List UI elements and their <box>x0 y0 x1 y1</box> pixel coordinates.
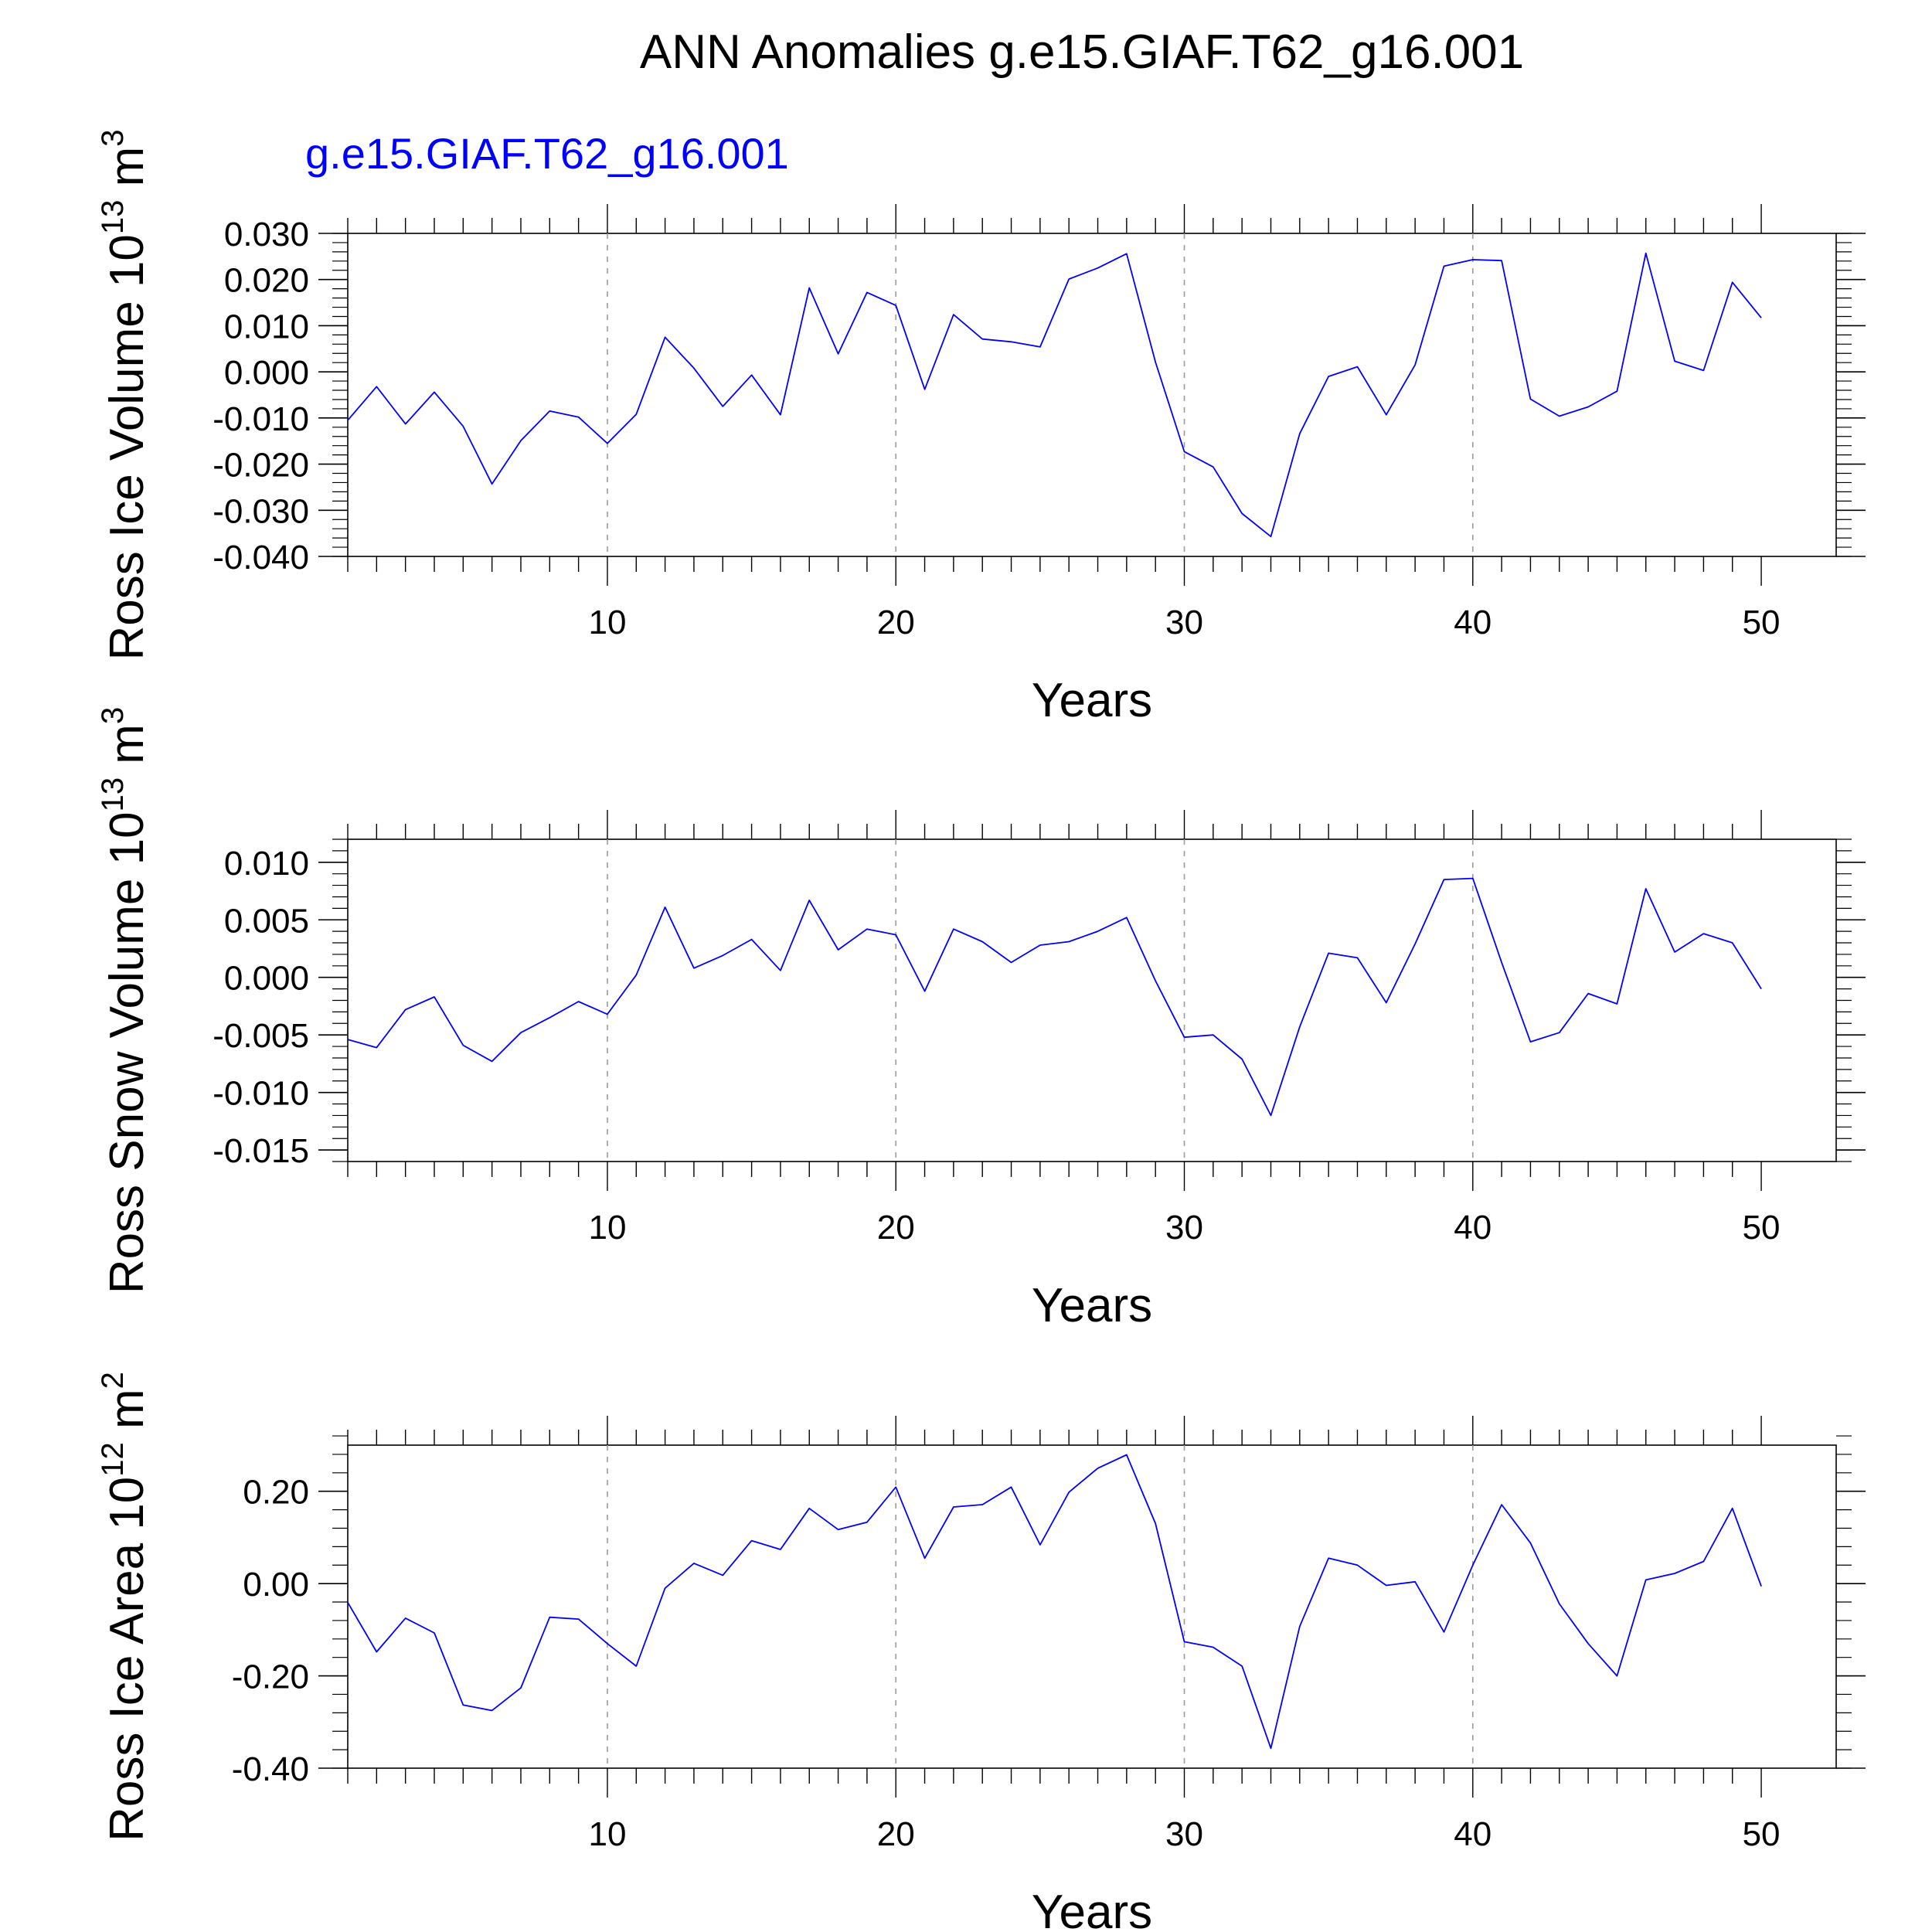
ross-ice-area-ylabel: Ross Ice Area 1012 m2 <box>96 1372 154 1842</box>
ross-snow-volume-xtick-label: 20 <box>877 1209 915 1247</box>
ross-ice-area-frame <box>347 1444 1837 1769</box>
ross-snow-volume-ytick-label: 0.000 <box>224 960 309 998</box>
ross-snow-volume-xlabel: Years <box>1032 1279 1152 1332</box>
panels: 0.030 0.020 0.010 0.000 -0.010 -0.020 -0.030 -0… <box>96 129 1866 1932</box>
ross-snow-volume-panel: 0.010 0.005 0.000 -0.005 -0.010 -0.015 10 20 30 4… <box>96 707 1866 1332</box>
ross-ice-volume-ylabel-exp: 13 <box>96 200 130 235</box>
ross-ice-volume-ylabel: Ross Ice Volume 1013 m3 <box>96 129 154 660</box>
ross-ice-area-xtick-label: 50 <box>1743 1815 1781 1853</box>
ross-ice-volume-series-line <box>347 252 1762 538</box>
ross-ice-volume-ylabel-unit-exp: 3 <box>96 129 130 146</box>
case-label: g.e15.GIAF.T62_g16.001 <box>305 129 789 178</box>
ross-ice-volume-ytick-label: -0.010 <box>213 400 309 438</box>
ross-snow-volume-ytick-label: -0.015 <box>213 1132 309 1170</box>
ross-ice-area-ylabel-text: Ross Ice Area 10 <box>100 1477 154 1842</box>
ross-snow-volume-ylabel-unit: m <box>100 724 154 777</box>
ross-ice-area-ylabel-unit: m <box>100 1389 154 1442</box>
figure-title: ANN Anomalies g.e15.GIAF.T62_g16.001 <box>640 26 1524 79</box>
ross-ice-volume-panel: 0.030 0.020 0.010 0.000 -0.010 -0.020 -0.030 -0… <box>96 129 1866 727</box>
ross-ice-volume-ytick-label: 0.000 <box>224 354 309 392</box>
ross-ice-volume-ytick-label: 0.010 <box>224 308 309 345</box>
ross-ice-volume-xlabel: Years <box>1032 674 1152 727</box>
ross-ice-volume-xtick-label: 20 <box>877 604 915 641</box>
ross-snow-volume-xtick-label: 10 <box>588 1209 626 1247</box>
ross-snow-volume-ytick-label: 0.005 <box>224 902 309 940</box>
ross-ice-volume-frame <box>347 233 1837 557</box>
ross-ice-volume-xtick-label: 50 <box>1743 604 1781 641</box>
ross-ice-area-xtick-label: 40 <box>1454 1815 1492 1853</box>
ross-ice-area-ytick-label: -0.20 <box>232 1658 309 1696</box>
ross-snow-volume-xtick-label: 30 <box>1165 1209 1203 1247</box>
ross-ice-area-xlabel: Years <box>1032 1886 1152 1932</box>
ross-ice-area-ytick-label: -0.40 <box>232 1750 309 1788</box>
ross-ice-area-ylabel-exp: 12 <box>96 1442 130 1477</box>
ross-snow-volume-ylabel-unit-exp: 3 <box>96 707 130 724</box>
ross-snow-volume-ytick-label: -0.005 <box>213 1017 309 1055</box>
ross-ice-volume-xtick-label: 10 <box>588 604 626 641</box>
ross-ice-volume-ylabel-text: Ross Ice Volume 10 <box>100 234 154 660</box>
ross-ice-volume-xtick-label: 30 <box>1165 604 1203 641</box>
ross-ice-area-ylabel-unit-exp: 2 <box>96 1372 130 1389</box>
ross-ice-volume-ytick-label: -0.020 <box>213 447 309 485</box>
ross-snow-volume-ytick-label: 0.010 <box>224 845 309 883</box>
ross-ice-area-xtick-label: 10 <box>588 1815 626 1853</box>
ross-snow-volume-series-line <box>347 877 1762 1117</box>
ross-ice-area-panel: 0.20 0.00 -0.20 -0.40 10 20 30 40 50 Years Ross Ic… <box>96 1372 1866 1932</box>
ross-snow-volume-ytick-label: -0.010 <box>213 1075 309 1113</box>
ross-ice-volume-ytick-label: 0.020 <box>224 262 309 300</box>
ross-snow-volume-frame <box>347 838 1837 1162</box>
ross-ice-area-ytick-label: 0.20 <box>243 1474 309 1512</box>
ross-ice-area-xtick-label: 30 <box>1165 1815 1203 1853</box>
ross-snow-volume-xtick-label: 40 <box>1454 1209 1492 1247</box>
ross-ice-volume-ytick-label: -0.030 <box>213 492 309 530</box>
ross-snow-volume-ylabel-text: Ross Snow Volume 10 <box>100 811 154 1294</box>
ross-snow-volume-ylabel: Ross Snow Volume 1013 m3 <box>96 707 154 1294</box>
ross-ice-area-ytick-label: 0.00 <box>243 1566 309 1604</box>
ross-ice-volume-ytick-label: 0.030 <box>224 216 309 253</box>
ross-ice-volume-xtick-label: 40 <box>1454 604 1492 641</box>
ross-ice-area-xtick-label: 20 <box>877 1815 915 1853</box>
ross-ice-volume-ytick-label: -0.040 <box>213 539 309 577</box>
ross-ice-area-series-line <box>347 1454 1762 1750</box>
ross-snow-volume-ylabel-exp: 13 <box>96 777 130 812</box>
ross-snow-volume-xtick-label: 50 <box>1743 1209 1781 1247</box>
ross-ice-volume-ylabel-unit: m <box>100 147 154 200</box>
